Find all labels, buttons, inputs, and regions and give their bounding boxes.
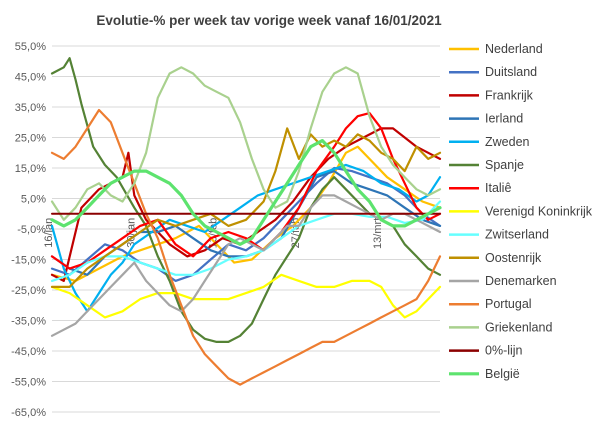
series-line-11 <box>50 108 442 386</box>
legend-label: Zweden <box>485 135 530 149</box>
y-tick-label: 5,0% <box>21 194 46 206</box>
legend-label: Spanje <box>485 158 524 172</box>
y-tick-label: 45,0% <box>15 72 46 84</box>
legend: Nederland Duitsland Frankrijk Ierland Zweden… <box>449 42 593 381</box>
y-tick-label: 25,0% <box>15 133 46 145</box>
y-tick-label: -65,0% <box>11 407 46 419</box>
legend-label: Griekenland <box>485 320 552 334</box>
y-tick-label: -45,0% <box>11 346 46 358</box>
legend-label: 0%-lijn <box>485 344 523 358</box>
legend-label: Portugal <box>485 297 532 311</box>
y-tick-label: -55,0% <box>11 377 46 389</box>
y-axis: 55,0% 45,0% 35,0% 25,0% 15,0% 5,0% -5,0% -15,0%… <box>11 41 46 419</box>
y-tick-label: 15,0% <box>15 163 46 175</box>
legend-label: Verenigd Koninkrijk <box>485 204 593 218</box>
legend-label: Frankrijk <box>485 88 534 102</box>
y-tick-label: -5,0% <box>17 224 46 236</box>
series-line-12 <box>50 66 442 221</box>
y-tick-label: 35,0% <box>15 102 46 114</box>
legend-label: Ierland <box>485 112 523 126</box>
series-line-7 <box>50 273 442 319</box>
y-tick-label: -35,0% <box>11 316 46 328</box>
series-line-5 <box>50 57 442 343</box>
legend-label: Duitsland <box>485 65 537 79</box>
y-tick-label: 55,0% <box>15 41 46 53</box>
legend-label: Italiê <box>485 181 511 195</box>
legend-label: Zwitserland <box>485 228 549 242</box>
legend-label: België <box>485 367 520 381</box>
x-tick-label: 13/feb <box>208 218 220 249</box>
y-tick-label: -15,0% <box>11 255 46 267</box>
y-tick-label: -25,0% <box>11 285 46 297</box>
series-lines <box>50 57 442 386</box>
legend-label: Nederland <box>485 42 543 56</box>
legend-label: Denemarken <box>485 274 557 288</box>
series-line-8 <box>50 200 442 282</box>
chart-title: Evolutie-% per week tav vorige week vana… <box>96 13 442 28</box>
x-tick-label: 13/mrt <box>372 218 384 249</box>
series-line-14 <box>50 139 442 246</box>
legend-label: Oostenrijk <box>485 251 542 265</box>
